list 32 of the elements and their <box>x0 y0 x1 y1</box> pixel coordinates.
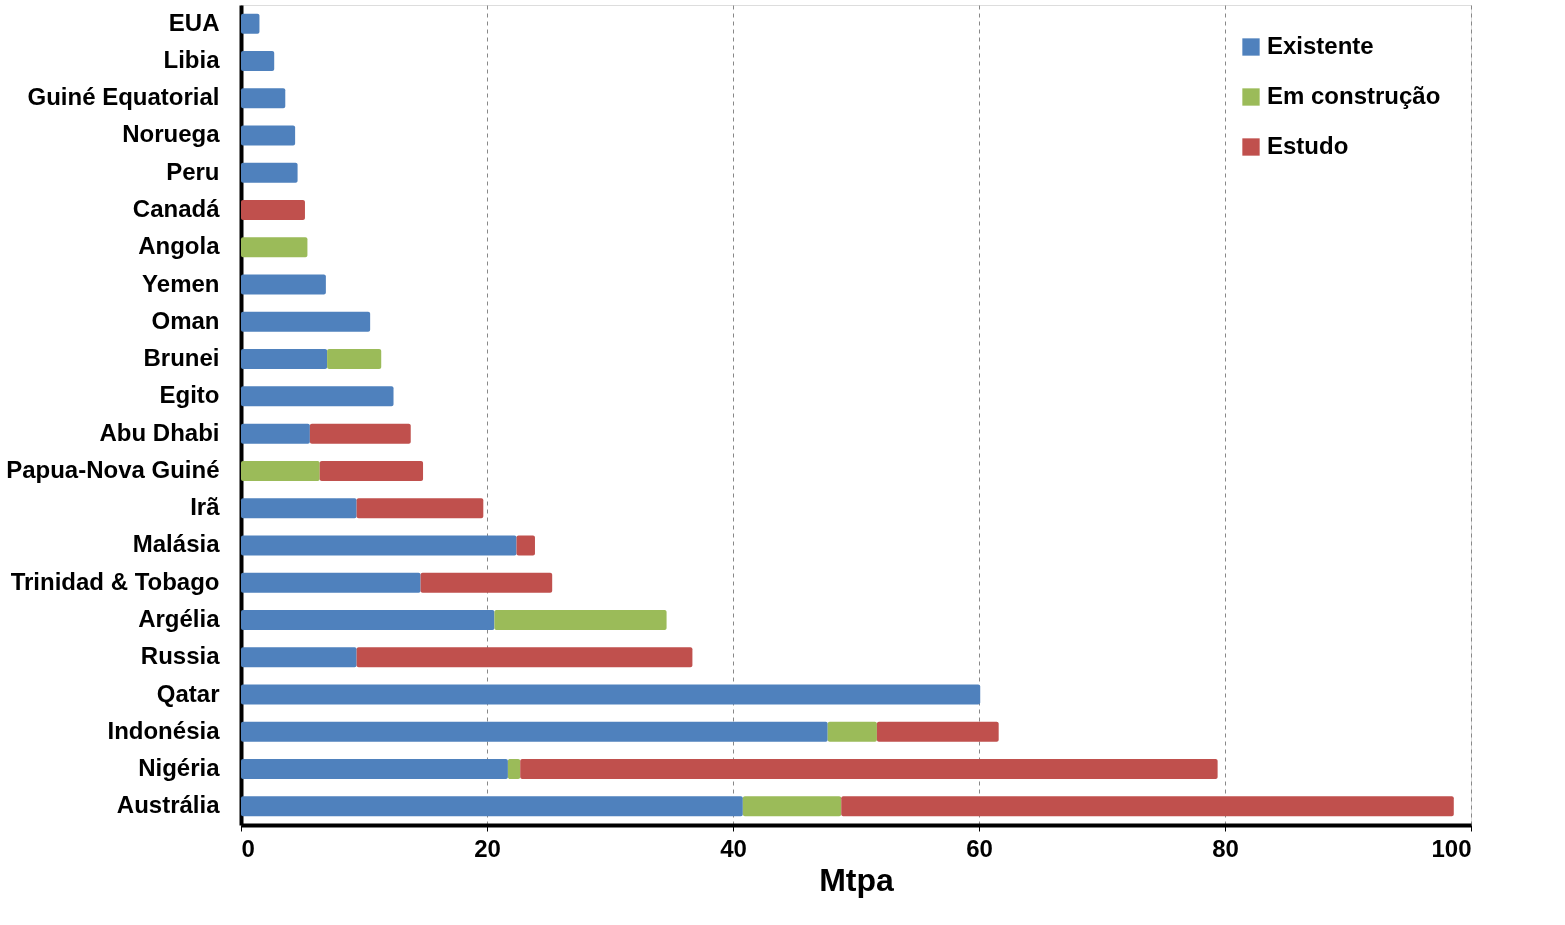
y-tick-label: Malásia <box>132 530 221 558</box>
x-tick-label: 40 <box>720 834 747 862</box>
x-tick-label: 0 <box>241 834 255 862</box>
y-tick-label: Oman <box>151 306 220 334</box>
y-tick-label: Noruega <box>122 120 221 148</box>
y-tick-label: EUA <box>168 8 220 36</box>
y-tick-label: Libia <box>163 45 221 73</box>
y-tick-label: Canadá <box>132 195 221 222</box>
y-tick-label: Papua-Nova Guiné <box>6 455 220 483</box>
y-tick-label: Trinidad & Tobago <box>10 567 220 595</box>
y-tick-label: Argélia <box>138 605 221 632</box>
x-tick-label: 100 <box>1431 834 1472 862</box>
y-tick-label: Peru <box>166 157 220 185</box>
y-tick-label: Egito <box>159 381 220 409</box>
x-tick-label: 80 <box>1212 834 1239 862</box>
x-tick-label: 20 <box>474 834 501 862</box>
x-axis-title: Mtpa <box>819 861 895 898</box>
y-tick-label: Qatar <box>156 679 220 707</box>
y-tick-label: Abu Dhabi <box>99 418 220 446</box>
legend-label: Em construção <box>1267 82 1441 109</box>
y-tick-label: Indonésia <box>107 716 221 744</box>
y-tick-label: Nigéria <box>138 754 221 782</box>
y-tick-label: Brunei <box>143 344 220 372</box>
y-tick-label: Guiné Equatorial <box>27 83 220 111</box>
legend-label: Existente <box>1267 32 1374 59</box>
y-tick-label: Irã <box>190 493 221 521</box>
y-tick-label: Yemen <box>142 269 220 297</box>
legend-label: Estudo <box>1267 132 1349 159</box>
y-tick-label: Austrália <box>116 791 221 819</box>
y-tick-label: Angola <box>138 232 221 260</box>
x-tick-label: 60 <box>966 834 993 862</box>
y-tick-label: Russia <box>140 642 221 670</box>
